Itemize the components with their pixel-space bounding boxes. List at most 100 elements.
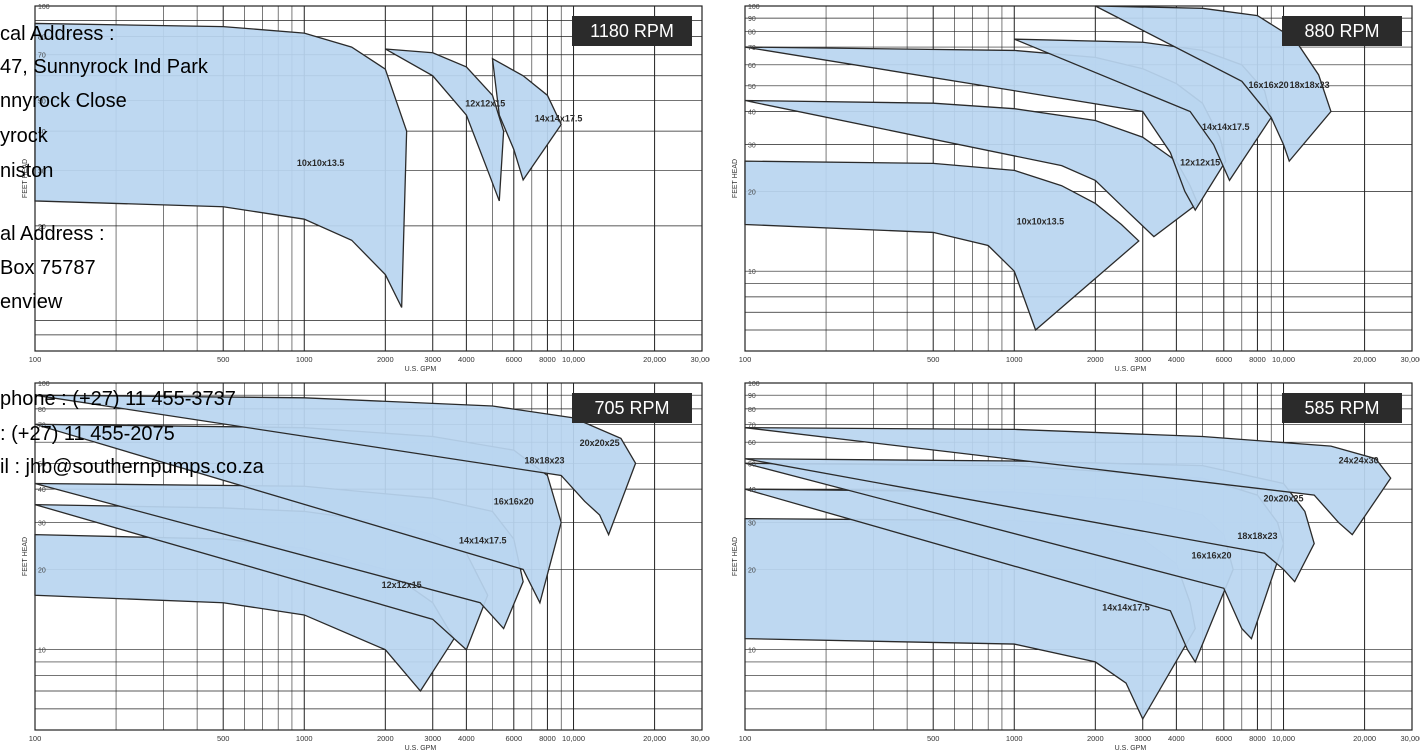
y-tick-label: 30	[748, 143, 756, 150]
x-tick-label: 30,000	[1401, 355, 1420, 364]
x-tick-label: 8000	[1249, 734, 1266, 743]
y-tick-label: 40	[38, 129, 46, 136]
x-tick-label: 500	[927, 734, 940, 743]
curve-label: 14x14x17.5	[1202, 122, 1250, 132]
x-tick-label: 100	[29, 734, 42, 743]
x-tick-label: 1000	[296, 355, 313, 364]
y-tick-label: 50	[38, 99, 46, 106]
y-tick-label: 80	[748, 30, 756, 37]
chart-585-rpm: 14x14x17.5 16x16x20 18x18x23 20x20x25 24x24x…	[732, 381, 1420, 752]
pump-curve-panel-1180: 10x10x13.5 12x12x15 14x14x17.5 100 500 1000 20…	[0, 0, 710, 375]
y-tick-label: 30	[38, 520, 46, 527]
y-tick-label: 10	[38, 648, 46, 655]
curve-region-10x10x13.5	[744, 160, 1140, 332]
x-tick-label: 100	[739, 734, 752, 743]
y-tick-label: 20	[748, 189, 756, 196]
rpm-badge	[572, 16, 692, 46]
curve-label: 18x18x23	[1290, 80, 1330, 90]
x-tick-label: 6000	[505, 734, 522, 743]
x-tick-label: 4000	[458, 734, 475, 743]
chart-705-rpm: 12x12x15 14x14x17.5 16x16x20 18x18x23 20x20x…	[22, 381, 710, 752]
y-tick-label: 20	[748, 567, 756, 574]
rpm-badge	[1282, 16, 1402, 46]
y-tick-label: 70	[748, 45, 756, 52]
x-tick-label: 6000	[1215, 355, 1232, 364]
y-tick-label: 60	[748, 63, 756, 70]
curve-label: 20x20x25	[1264, 493, 1304, 503]
y-tick-label: 70	[38, 422, 46, 429]
x-tick-label: 20,000	[643, 734, 666, 743]
curve-label: 12x12x15	[465, 98, 505, 108]
x-tick-label: 30,000	[691, 734, 710, 743]
y-tick-label: 40	[748, 487, 756, 494]
curve-label: 16x16x20	[1249, 80, 1289, 90]
x-tick-label: 6000	[1215, 734, 1232, 743]
y-tick-label: 90	[748, 393, 756, 400]
x-tick-label: 4000	[1168, 734, 1185, 743]
y-tick-label: 70	[38, 53, 46, 60]
curve-label: 10x10x13.5	[1017, 216, 1065, 226]
x-axis-label: U.S. GPM	[1115, 366, 1147, 373]
curve-label: 16x16x20	[494, 497, 534, 507]
y-tick-label: 70	[748, 422, 756, 429]
x-tick-label: 20,000	[1353, 355, 1376, 364]
x-tick-label: 3000	[1134, 355, 1151, 364]
x-axis-label: U.S. GPM	[405, 745, 437, 752]
curve-label: 14x14x17.5	[535, 113, 583, 123]
y-tick-label: 80	[38, 34, 46, 41]
pump-curve-panel-705: 12x12x15 14x14x17.5 16x16x20 18x18x23 20x20x…	[0, 377, 710, 754]
y-tick-label: 50	[748, 84, 756, 91]
x-tick-label: 500	[927, 355, 940, 364]
curve-region-12x12x15	[385, 48, 505, 202]
rpm-badge-label: 880 RPM	[1304, 21, 1379, 41]
pump-curve-panel-585: 14x14x17.5 16x16x20 18x18x23 20x20x25 24x24x…	[710, 377, 1420, 754]
x-tick-label: 500	[217, 734, 230, 743]
x-tick-label: 100	[739, 355, 752, 364]
y-tick-label: 50	[38, 461, 46, 468]
x-tick-label: 500	[217, 355, 230, 364]
x-tick-label: 30,000	[691, 355, 710, 364]
y-tick-label: 100	[38, 4, 50, 11]
y-tick-label: 40	[38, 487, 46, 494]
y-tick-label: 40	[748, 110, 756, 117]
y-axis-label: FEET HEAD	[22, 537, 29, 576]
x-tick-label: 1000	[1006, 355, 1023, 364]
x-tick-label: 8000	[1249, 355, 1266, 364]
y-tick-label: 90	[748, 16, 756, 23]
x-tick-label: 8000	[539, 734, 556, 743]
x-tick-label: 2000	[377, 734, 394, 743]
x-tick-label: 3000	[424, 734, 441, 743]
rpm-badge-label: 1180 RPM	[590, 21, 674, 41]
x-tick-label: 2000	[377, 355, 394, 364]
y-tick-label: 30	[748, 520, 756, 527]
rpm-badge-label: 585 RPM	[1304, 398, 1379, 418]
rpm-badge	[1282, 393, 1402, 423]
y-tick-label: 60	[748, 440, 756, 447]
curve-region-24x24x30	[744, 427, 1392, 536]
y-tick-label: 10	[748, 269, 756, 276]
x-tick-label: 4000	[1168, 355, 1185, 364]
x-tick-label: 1000	[1006, 734, 1023, 743]
x-tick-label: 100	[29, 355, 42, 364]
rpm-badge	[572, 393, 692, 423]
x-tick-label: 20,000	[1353, 734, 1376, 743]
curve-label: 18x18x23	[524, 455, 564, 465]
y-tick-label: 50	[748, 461, 756, 468]
x-tick-label: 10,000	[1272, 355, 1295, 364]
y-axis-label: FEET HEAD	[732, 537, 739, 576]
y-tick-label: 20	[38, 567, 46, 574]
curve-label: 14x14x17.5	[1102, 603, 1150, 613]
x-tick-label: 2000	[1087, 734, 1104, 743]
curve-label: 12x12x15	[1180, 158, 1220, 168]
x-tick-label: 30,000	[1401, 734, 1420, 743]
curve-label: 24x24x30	[1339, 455, 1379, 465]
y-tick-label: 100	[748, 4, 760, 11]
y-tick-label: 20	[38, 224, 46, 231]
chart-880-rpm: 10x10x13.5 12x12x15 14x14x17.5 16x16x20 18x1…	[732, 4, 1420, 373]
y-tick-label: 80	[38, 407, 46, 414]
x-tick-label: 10,000	[1272, 734, 1295, 743]
x-tick-label: 1000	[296, 734, 313, 743]
curve-region-14x14x17.5	[491, 57, 562, 182]
x-tick-label: 10,000	[562, 734, 585, 743]
y-tick-label: 100	[748, 381, 760, 388]
